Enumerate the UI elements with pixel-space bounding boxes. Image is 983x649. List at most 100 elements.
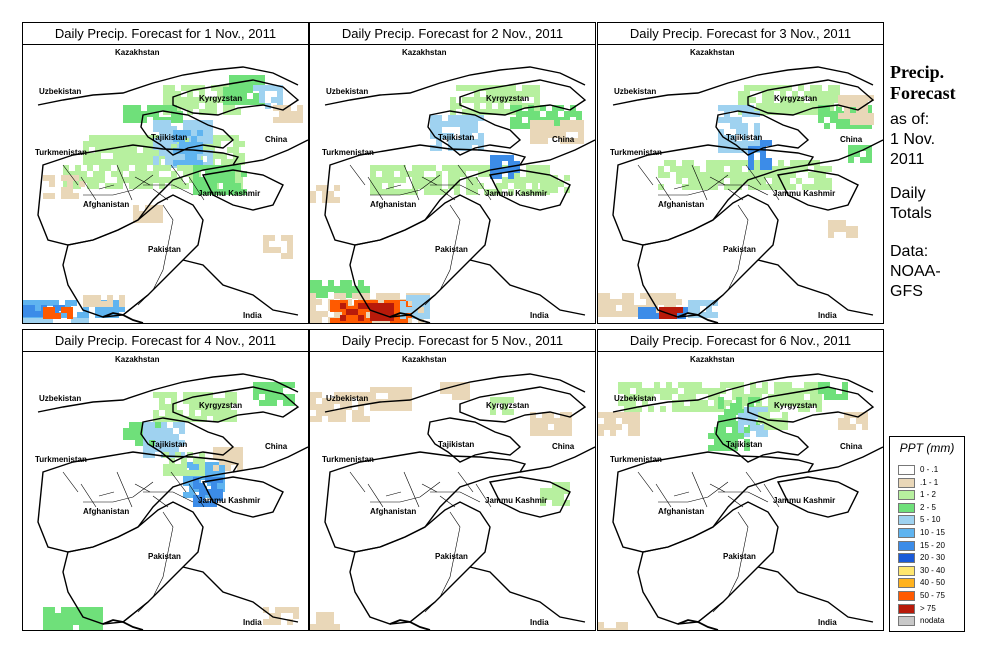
precip-cell xyxy=(724,105,730,111)
precip-cell xyxy=(85,613,91,619)
precip-cell xyxy=(412,177,418,183)
precip-cell xyxy=(99,165,105,171)
precip-cell xyxy=(540,105,546,111)
precip-cell xyxy=(191,136,197,142)
precip-cell xyxy=(802,184,808,190)
precip-cell xyxy=(340,416,346,422)
precip-cell xyxy=(187,470,193,476)
precip-cell xyxy=(125,159,131,165)
precip-cell xyxy=(253,382,259,388)
precip-cell xyxy=(684,394,690,400)
province-border xyxy=(763,483,780,508)
map-label-turkmenistan: Turkmenistan xyxy=(610,148,662,157)
precip-cell xyxy=(810,85,816,91)
precip-cell xyxy=(798,394,804,400)
precip-cell xyxy=(816,406,822,412)
precip-cell xyxy=(193,97,199,103)
precip-cell xyxy=(119,141,125,147)
precip-cell xyxy=(143,422,149,428)
precip-cell xyxy=(714,394,720,400)
precip-cell xyxy=(189,126,195,132)
precip-cell xyxy=(490,189,496,195)
precip-cell xyxy=(193,171,199,177)
precip-cell xyxy=(316,624,322,630)
precip-cell xyxy=(598,628,604,630)
precip-cell xyxy=(496,397,502,403)
precip-cell xyxy=(726,382,732,388)
precip-cell xyxy=(269,235,275,241)
precip-cell xyxy=(598,293,604,299)
precip-cell xyxy=(43,193,49,199)
precip-cell xyxy=(810,91,816,97)
precip-cell xyxy=(658,184,664,190)
precip-cell xyxy=(259,382,265,388)
map-label-tajikistan: Tajikistan xyxy=(438,133,475,142)
precip-cell xyxy=(376,177,382,183)
precip-cell xyxy=(388,165,394,171)
precip-cell xyxy=(780,400,786,406)
precip-cell xyxy=(412,189,418,195)
province-border xyxy=(421,483,438,493)
precip-cell xyxy=(820,172,826,178)
precip-cell xyxy=(532,177,538,183)
precip-cell xyxy=(316,185,322,191)
precip-cell xyxy=(546,494,552,500)
precip-cell xyxy=(458,388,464,394)
precip-cell xyxy=(760,164,766,170)
map-label-afghanistan: Afghanistan xyxy=(658,200,705,209)
precip-cell xyxy=(89,295,95,301)
precip-cell xyxy=(229,109,235,115)
precip-cell xyxy=(143,446,149,452)
precip-cell xyxy=(61,619,67,625)
precip-cell xyxy=(382,303,388,309)
precip-cell xyxy=(552,181,558,187)
precip-cell xyxy=(660,406,666,412)
precip-cell xyxy=(714,445,720,451)
precip-cell xyxy=(139,217,145,223)
precip-cell xyxy=(113,141,119,147)
precip-cell xyxy=(730,184,736,190)
precip-cell xyxy=(510,123,516,129)
map-label-turkmenistan: Turkmenistan xyxy=(322,455,374,464)
precip-cell xyxy=(530,138,536,144)
precip-cell xyxy=(866,151,872,157)
province-border xyxy=(134,483,151,493)
precip-cell xyxy=(736,105,742,111)
precip-cell xyxy=(79,619,85,625)
precip-cell xyxy=(848,145,854,151)
admin-border xyxy=(658,481,729,503)
precip-cell xyxy=(528,91,534,97)
precip-cell xyxy=(504,85,510,91)
precip-cell xyxy=(834,85,840,91)
precip-cell xyxy=(780,388,786,394)
precip-cell xyxy=(828,91,834,97)
map-label-jammu-kashmir: Jammu Kashmir xyxy=(485,189,548,198)
precip-cell xyxy=(382,405,388,411)
province-border xyxy=(457,471,474,493)
map-label-jammu-kashmir: Jammu Kashmir xyxy=(773,189,836,198)
precip-cell xyxy=(141,165,147,171)
map-label-jammu-kashmir: Jammu Kashmir xyxy=(198,189,261,198)
map-label-kazakhstan: Kazakhstan xyxy=(402,48,447,57)
precip-cell xyxy=(454,121,460,127)
province-border xyxy=(152,188,169,201)
precip-cell xyxy=(442,121,448,127)
precip-cell xyxy=(153,105,159,111)
precip-cell xyxy=(195,404,201,410)
precip-cell xyxy=(536,430,542,436)
precip-cell xyxy=(394,387,400,393)
precip-cell xyxy=(474,103,480,109)
precip-cell xyxy=(708,433,714,439)
precip-cell xyxy=(99,171,105,177)
precip-cell xyxy=(406,295,412,301)
map-canvas xyxy=(598,45,883,323)
precip-cell xyxy=(530,120,536,126)
precip-cell xyxy=(153,111,159,117)
legend-label: .1 - 1 xyxy=(920,477,939,487)
precip-cell xyxy=(211,177,217,183)
precip-cell xyxy=(466,115,472,121)
precip-cell xyxy=(724,160,730,166)
precip-cell xyxy=(89,159,95,165)
precip-cell xyxy=(195,392,201,398)
precip-cell xyxy=(247,75,253,81)
